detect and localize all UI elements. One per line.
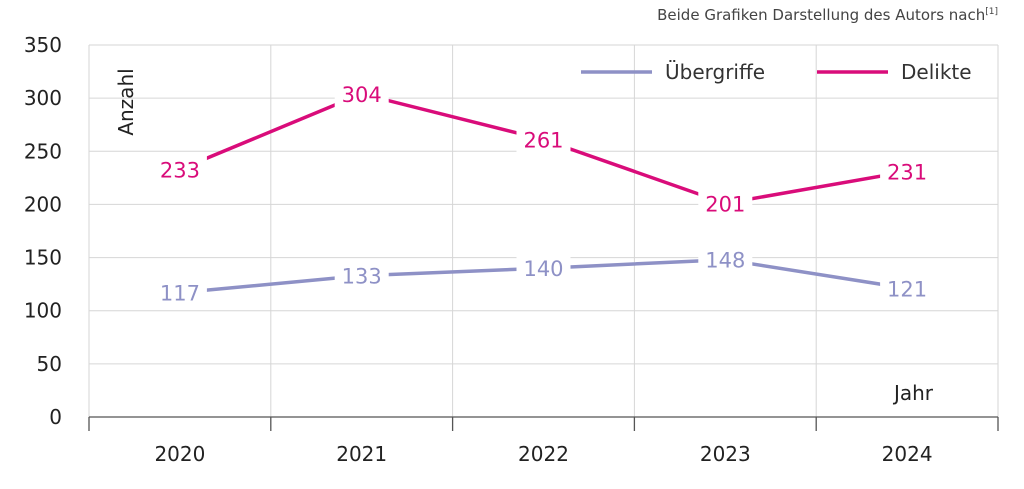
data-label: 140 [523,257,563,281]
data-label-background [698,244,753,275]
source-reference: [1] [985,7,998,17]
x-tick-label: 2023 [700,442,751,466]
grid [88,44,999,417]
data-label-background [516,124,571,155]
y-axis-ticks: 0 50 100 150 200 250 300 350 [24,33,62,429]
data-label-background [334,260,389,291]
y-tick-label: 150 [24,246,62,270]
data-label-background [698,188,753,219]
y-tick-label: 0 [49,405,62,429]
data-label: 201 [705,192,745,216]
y-tick-label: 250 [24,139,62,163]
x-axis-title: Jahr [892,381,934,405]
x-tick-label: 2022 [518,442,569,466]
data-label: 261 [523,129,563,153]
data-label-background [880,156,935,187]
legend-label: Übergriffe [665,60,765,84]
legend-label: Delikte [901,60,972,84]
x-tick-label: 2024 [882,442,933,466]
y-tick-label: 350 [24,33,62,57]
y-tick-label: 100 [24,299,62,323]
data-label: 231 [887,160,927,184]
source-note: Beide Grafiken Darstellung des Autors na… [657,6,998,24]
x-tick-label: 2020 [154,442,205,466]
data-label: 148 [705,249,745,273]
y-axis-title: Anzahl [114,68,138,135]
data-label-background [880,273,935,304]
source-note-text: Beide Grafiken Darstellung des Autors na… [657,6,986,24]
data-label: 133 [342,265,382,289]
data-label: 233 [160,158,200,182]
data-labels: 117 133 140 148 121 233 304 261 201 231 [152,78,935,308]
y-tick-label: 300 [24,86,62,110]
x-tick-label: 2021 [336,442,387,466]
legend: Übergriffe Delikte [581,60,972,84]
data-label: 121 [887,277,927,301]
data-label-background [152,277,207,308]
data-label: 304 [342,83,382,107]
data-label-background [152,154,207,185]
x-axis: 2020 2021 2022 2023 2024 [88,416,999,466]
data-label: 117 [160,282,200,306]
y-tick-label: 50 [37,352,62,376]
data-label-background [334,78,389,109]
data-label-background [516,253,571,284]
y-tick-label: 200 [24,192,62,216]
